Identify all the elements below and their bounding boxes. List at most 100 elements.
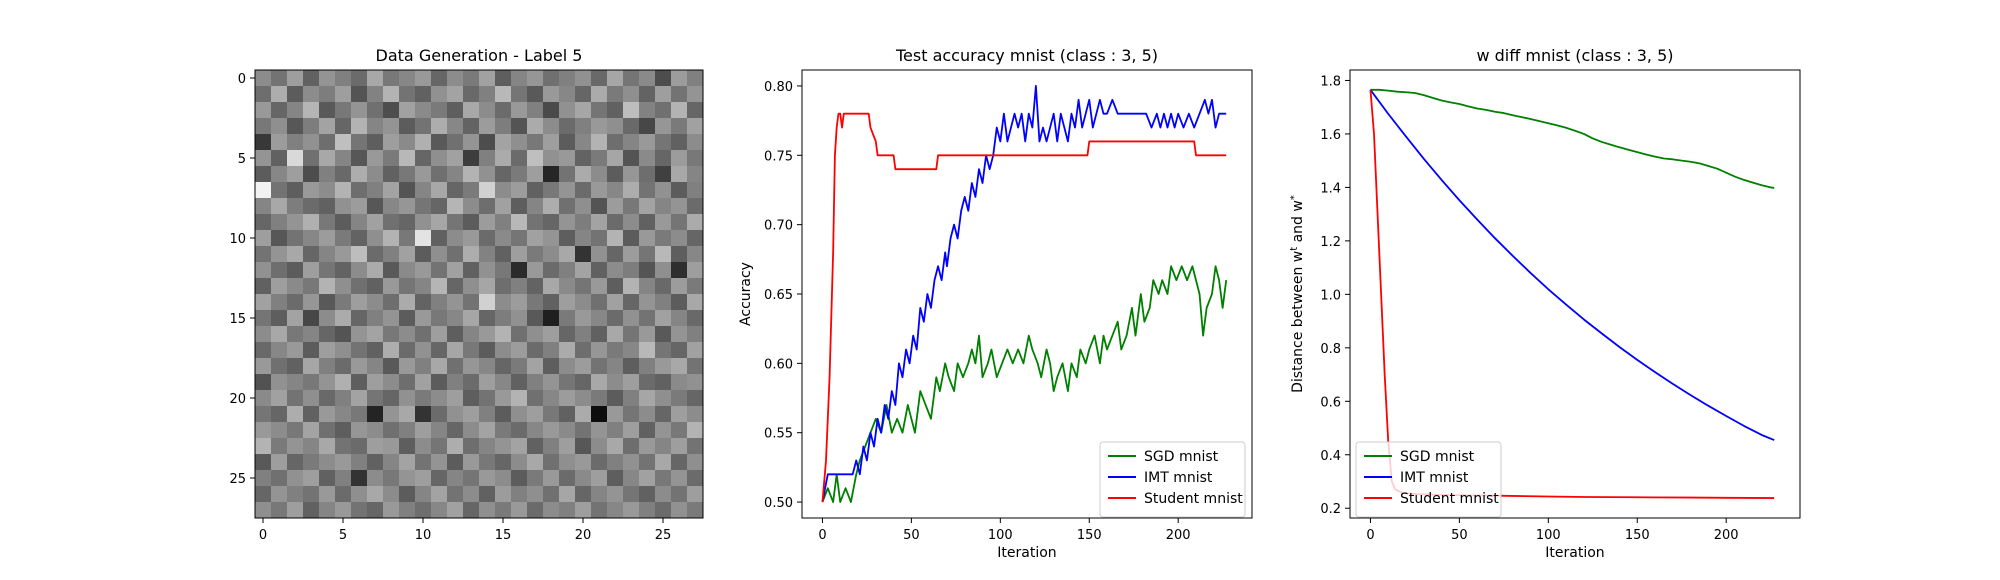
heatmap-cell-15-10 — [415, 310, 432, 327]
heatmap-cell-5-22 — [607, 150, 624, 167]
heatmap-cell-27-14 — [479, 502, 496, 519]
heatmap-cell-12-4 — [319, 262, 336, 279]
heatmap-cell-5-7 — [367, 150, 384, 167]
heatmap-cell-27-3 — [303, 502, 320, 519]
heatmap-cell-0-20 — [575, 70, 592, 87]
heatmap-cell-17-13 — [463, 342, 480, 359]
heatmap-cell-7-21 — [591, 182, 608, 199]
heatmap-ytick-label: 10 — [229, 232, 246, 247]
heatmap-cell-22-20 — [575, 422, 592, 439]
heatmap-cell-7-12 — [447, 182, 464, 199]
heatmap-cell-26-3 — [303, 486, 320, 503]
heatmap-ytick-label: 15 — [229, 312, 246, 327]
heatmap-cell-16-0 — [255, 326, 272, 343]
heatmap-cell-20-16 — [511, 390, 528, 407]
heatmap-cell-17-22 — [607, 342, 624, 359]
heatmap-cell-14-14 — [479, 294, 496, 311]
heatmap-cell-7-26 — [671, 182, 688, 199]
heatmap-cell-21-19 — [559, 406, 576, 423]
heatmap-cell-25-12 — [447, 470, 464, 487]
heatmap-cell-11-17 — [527, 246, 544, 263]
heatmap-cell-13-17 — [527, 278, 544, 295]
heatmap-cell-8-26 — [671, 198, 688, 215]
heatmap-cell-19-1 — [271, 374, 288, 391]
heatmap-cell-15-25 — [655, 310, 672, 327]
heatmap-cell-16-1 — [271, 326, 288, 343]
heatmap-cell-25-0 — [255, 470, 272, 487]
heatmap-cell-8-4 — [319, 198, 336, 215]
heatmap-cell-20-18 — [543, 390, 560, 407]
heatmap-cell-8-11 — [431, 198, 448, 215]
heatmap-cell-16-27 — [687, 326, 704, 343]
heatmap-cell-16-11 — [431, 326, 448, 343]
heatmap-cell-4-8 — [383, 134, 400, 151]
heatmap-cell-7-16 — [511, 182, 528, 199]
heatmap-cell-12-8 — [383, 262, 400, 279]
heatmap-cell-0-18 — [543, 70, 560, 87]
heatmap-cell-26-20 — [575, 486, 592, 503]
heatmap-cell-5-12 — [447, 150, 464, 167]
heatmap-cell-22-3 — [303, 422, 320, 439]
heatmap-cell-7-23 — [623, 182, 640, 199]
heatmap-cell-7-0 — [255, 182, 272, 199]
heatmap-cell-12-0 — [255, 262, 272, 279]
heatmap-cell-21-9 — [399, 406, 416, 423]
wdiff-ytick-label: 1.0 — [1320, 288, 1341, 303]
heatmap-cell-25-20 — [575, 470, 592, 487]
heatmap-cell-2-13 — [463, 102, 480, 119]
heatmap-cell-5-14 — [479, 150, 496, 167]
heatmap-cell-26-4 — [319, 486, 336, 503]
heatmap-cell-17-17 — [527, 342, 544, 359]
heatmap-cell-3-23 — [623, 118, 640, 135]
heatmap-cell-22-16 — [511, 422, 528, 439]
accuracy-xlabel: Iteration — [997, 545, 1056, 561]
heatmap-cell-23-17 — [527, 438, 544, 455]
heatmap-cell-8-5 — [335, 198, 352, 215]
heatmap-cell-9-18 — [543, 214, 560, 231]
heatmap-cell-11-22 — [607, 246, 624, 263]
heatmap-cell-27-17 — [527, 502, 544, 519]
heatmap-cell-12-12 — [447, 262, 464, 279]
heatmap-cell-22-13 — [463, 422, 480, 439]
heatmap-cell-16-23 — [623, 326, 640, 343]
heatmap-cell-26-14 — [479, 486, 496, 503]
heatmap-cell-24-25 — [655, 454, 672, 471]
heatmap-cell-21-2 — [287, 406, 304, 423]
heatmap-cell-23-15 — [495, 438, 512, 455]
heatmap-cell-3-11 — [431, 118, 448, 135]
heatmap-cell-1-19 — [559, 86, 576, 103]
heatmap-cell-10-18 — [543, 230, 560, 247]
heatmap-cell-12-27 — [687, 262, 704, 279]
heatmap-cell-8-1 — [271, 198, 288, 215]
heatmap-cell-27-26 — [671, 502, 688, 519]
heatmap-cell-18-8 — [383, 358, 400, 375]
heatmap-cell-21-12 — [447, 406, 464, 423]
heatmap-cell-9-6 — [351, 214, 368, 231]
wdiff-xtick-label: 200 — [1714, 528, 1739, 543]
heatmap-cell-7-10 — [415, 182, 432, 199]
heatmap-cell-8-12 — [447, 198, 464, 215]
heatmap-xtick-label: 25 — [655, 528, 672, 543]
heatmap-cell-9-26 — [671, 214, 688, 231]
heatmap-cell-25-22 — [607, 470, 624, 487]
wdiff-legend-label: IMT mnist — [1400, 470, 1469, 486]
heatmap-cell-26-6 — [351, 486, 368, 503]
heatmap-cell-3-18 — [543, 118, 560, 135]
heatmap-cell-19-2 — [287, 374, 304, 391]
heatmap-cell-16-24 — [639, 326, 656, 343]
heatmap-cell-22-27 — [687, 422, 704, 439]
heatmap-cell-4-23 — [623, 134, 640, 151]
heatmap-cell-7-14 — [479, 182, 496, 199]
heatmap-cell-0-2 — [287, 70, 304, 87]
heatmap-cell-5-4 — [319, 150, 336, 167]
heatmap-cell-25-6 — [351, 470, 368, 487]
heatmap-cell-8-13 — [463, 198, 480, 215]
heatmap-cell-11-14 — [479, 246, 496, 263]
heatmap-cell-15-27 — [687, 310, 704, 327]
heatmap-cell-18-12 — [447, 358, 464, 375]
heatmap-cell-13-15 — [495, 278, 512, 295]
heatmap-cell-21-3 — [303, 406, 320, 423]
heatmap-cell-10-24 — [639, 230, 656, 247]
heatmap-cell-6-24 — [639, 166, 656, 183]
heatmap-cell-20-6 — [351, 390, 368, 407]
